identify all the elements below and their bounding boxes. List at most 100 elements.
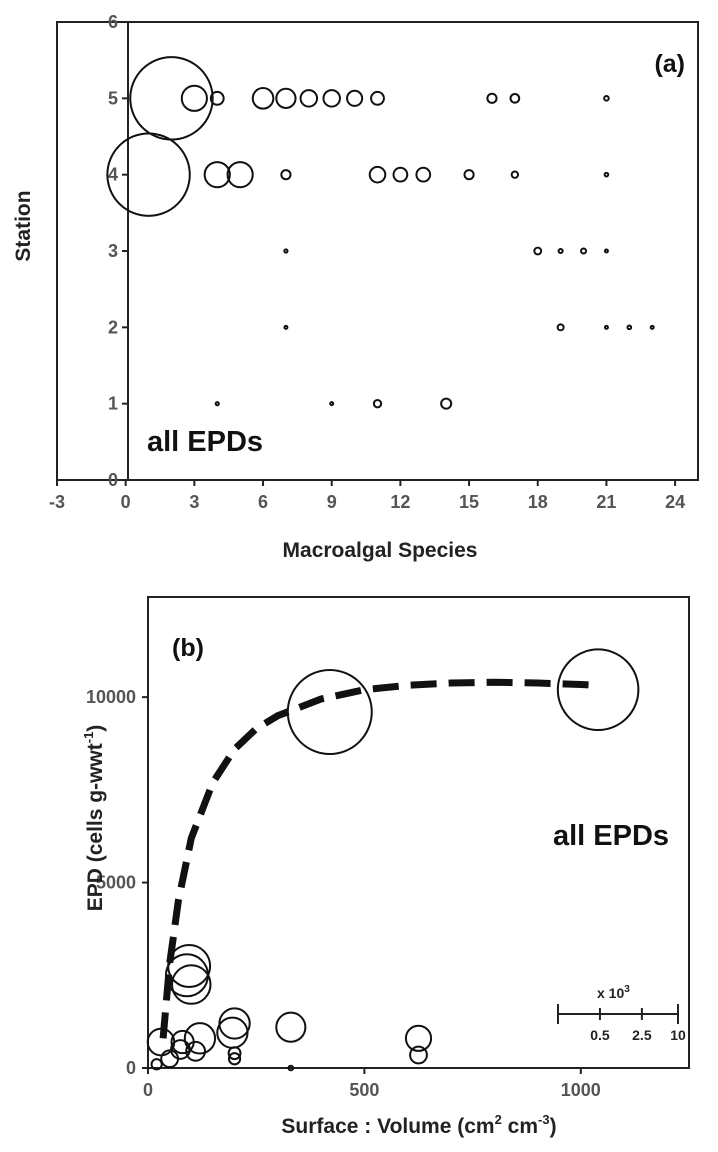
panel-label-a: (a)	[654, 50, 685, 78]
bubble-b	[183, 1022, 217, 1055]
bubble-a	[603, 95, 610, 102]
bubble-a	[580, 247, 588, 255]
bubble-b	[185, 1040, 206, 1062]
bubble-a	[275, 87, 297, 109]
y-axis-label-a: Station	[12, 190, 35, 261]
bubble-a	[626, 324, 633, 331]
x-tick-label-b: 0	[143, 1080, 153, 1100]
bubble-a	[106, 132, 191, 217]
annotation-b: all EPDs	[553, 820, 669, 852]
x-tick-label-a: 3	[189, 492, 199, 512]
bubble-a	[603, 171, 610, 178]
bubble-a	[299, 89, 319, 108]
y-tick-label-b: 0	[126, 1058, 136, 1078]
size-legend-title-main: x 10	[597, 985, 624, 1001]
fit-curve	[159, 678, 599, 1039]
bubble-a	[372, 399, 383, 409]
bubble-a	[603, 248, 609, 254]
y-axis-label-b-end: )	[84, 725, 107, 732]
bubble-a	[533, 246, 543, 256]
x-axis-label-b-sup2: -3	[538, 1112, 550, 1127]
x-tick-label-a: 12	[390, 492, 410, 512]
bubble-a	[346, 89, 364, 107]
bubble-a	[486, 92, 498, 104]
x-axis-label-b-sup1: 2	[495, 1112, 502, 1127]
y-tick-label-a: 2	[108, 317, 118, 337]
bubble-b	[171, 964, 212, 1005]
plot-area-a	[56, 21, 699, 481]
bubble-a	[129, 56, 214, 141]
size-legend-title: x 103	[597, 984, 630, 1001]
y-tick-label-b: 10000	[86, 687, 136, 707]
x-tick-label-a: 18	[528, 492, 548, 512]
bubble-a	[370, 90, 385, 106]
bubble-b	[286, 668, 373, 755]
bubble-b	[227, 1052, 242, 1066]
x-tick-label-a: -3	[49, 492, 65, 512]
bubble-a	[203, 161, 231, 189]
x-axis-label-b-mid: cm	[502, 1115, 538, 1138]
bubble-b	[275, 1011, 307, 1043]
bubble-a	[603, 324, 609, 330]
bubble-a	[180, 84, 208, 112]
y-tick-label-a: 1	[108, 394, 118, 414]
bubble-a	[322, 89, 341, 108]
bubble-a	[557, 247, 564, 255]
panel-label-b: (b)	[172, 634, 204, 662]
bubble-b	[150, 1058, 163, 1071]
x-tick-label-b: 1000	[561, 1080, 601, 1100]
bubble-a	[226, 161, 254, 189]
bubble-a	[556, 323, 565, 332]
bubble-a	[251, 87, 275, 110]
x-tick-label-a: 15	[459, 492, 479, 512]
y-tick-label-a: 5	[108, 88, 118, 108]
x-tick-label-a: 24	[665, 492, 685, 512]
x-tick-label-a: 9	[327, 492, 337, 512]
x-tick-label-a: 0	[121, 492, 131, 512]
bubble-b	[556, 648, 640, 732]
x-tick-label-a: 21	[596, 492, 616, 512]
bubble-b	[227, 1046, 242, 1061]
bubble-a	[209, 90, 225, 106]
x-axis-label-b-end: )	[550, 1115, 557, 1138]
y-tick-label-a: 3	[108, 241, 118, 261]
bubble-a	[283, 324, 289, 330]
bubble-a	[440, 397, 453, 410]
bubble-a	[392, 166, 409, 183]
y-axis-label-b-main: EPD (cells g-wwt	[84, 743, 107, 911]
bubble-b	[404, 1024, 433, 1052]
x-axis-label-b: Surface : Volume (cm2 cm-3)	[281, 1112, 556, 1138]
bubble-a	[649, 324, 655, 330]
size-legend: x 103 0.5 2.5 10	[557, 984, 686, 1043]
bubble-a	[329, 401, 335, 407]
y-tick-label-a: 6	[108, 12, 118, 32]
bubble-a	[283, 248, 289, 254]
bubble-a	[214, 401, 220, 407]
size-legend-title-sup: 3	[624, 984, 630, 995]
plot-area-b	[147, 596, 690, 1069]
x-axis-label-a: Macroalgal Species	[283, 539, 478, 562]
bubble-b	[409, 1045, 428, 1065]
bubble-b	[287, 1064, 295, 1072]
size-legend-label: 2.5	[632, 1027, 652, 1043]
bubble-a	[415, 166, 432, 183]
y-tick-label-b: 5000	[96, 873, 136, 893]
size-legend-label: 0.5	[590, 1027, 610, 1043]
y-tick-label-a: 0	[108, 470, 118, 490]
annotation-a: all EPDs	[147, 426, 263, 458]
bubble-a	[280, 169, 292, 181]
size-legend-label: 10	[670, 1027, 686, 1043]
bubble-a	[463, 169, 475, 181]
x-tick-label-a: 6	[258, 492, 268, 512]
y-axis-label-b-sup: -1	[81, 732, 96, 744]
bubble-a	[368, 165, 387, 184]
x-axis-label-b-main: Surface : Volume (cm	[281, 1115, 494, 1138]
bubble-a	[509, 92, 521, 104]
y-axis-label-b: EPD (cells g-wwt-1)	[81, 725, 107, 912]
y-tick-label-a: 4	[108, 165, 118, 185]
x-tick-label-b: 500	[349, 1080, 379, 1100]
bubble-a	[510, 170, 520, 179]
